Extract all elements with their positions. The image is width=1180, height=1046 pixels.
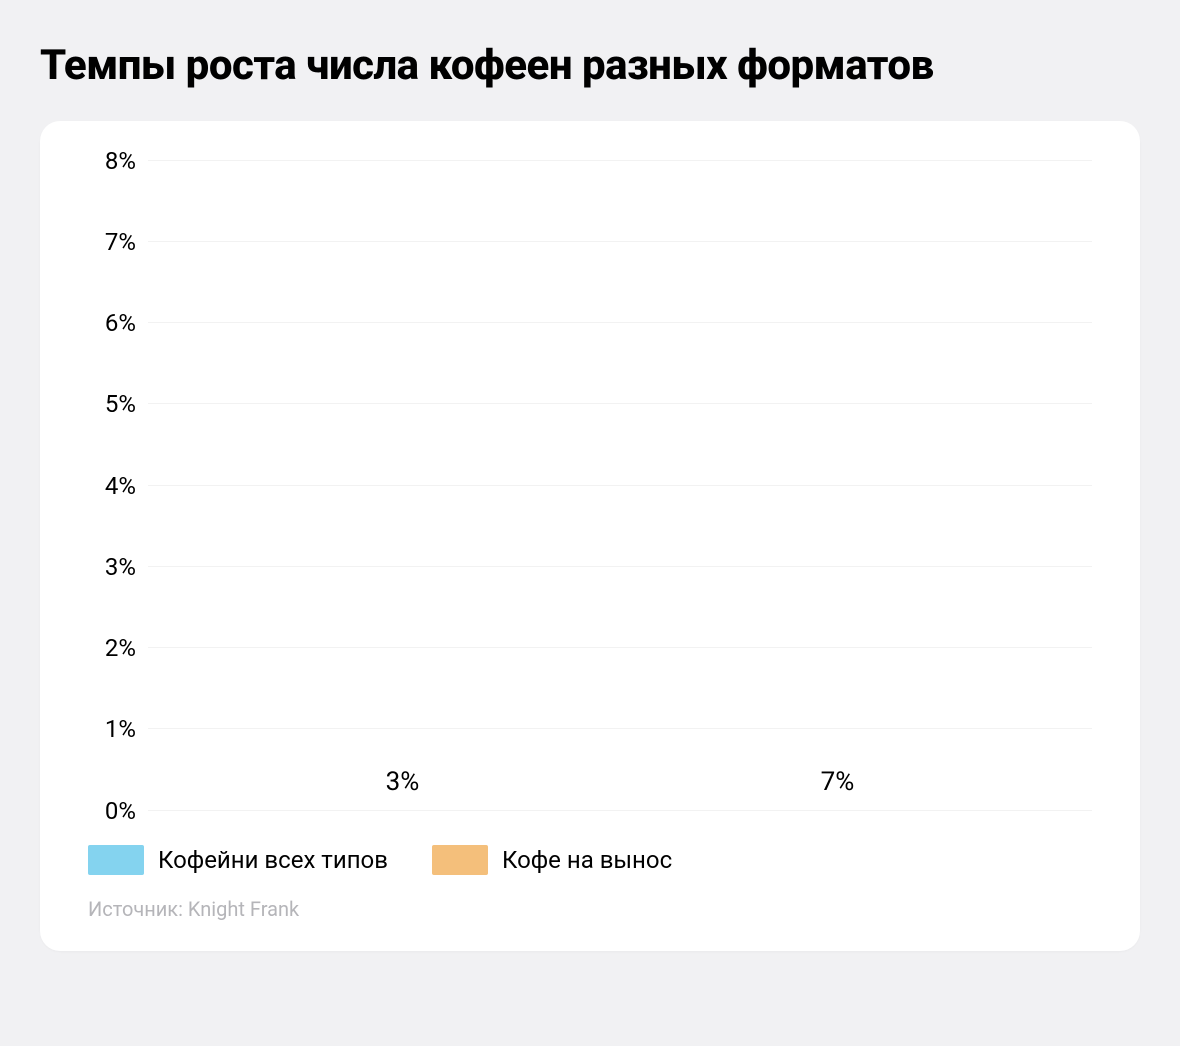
bar-value-label: 3% (208, 767, 597, 797)
legend-item: Кофейни всех типов (88, 845, 388, 875)
y-tick: 5% (105, 390, 136, 418)
bar-group: 7% (643, 767, 1032, 811)
y-tick: 1% (105, 715, 136, 743)
legend-item: Кофе на вынос (432, 845, 672, 875)
y-tick: 0% (105, 797, 136, 825)
gridline (148, 322, 1092, 323)
y-axis: 0%1%2%3%4%5%6%7%8% (88, 161, 148, 811)
chart-grid: 3% 7% (148, 161, 1092, 811)
gridline (148, 160, 1092, 161)
source-label: Источник: Knight Frank (88, 897, 1092, 921)
legend: Кофейни всех типов Кофе на вынос (88, 845, 1092, 875)
bars-row: 3% 7% (148, 161, 1092, 811)
legend-swatch (88, 845, 144, 875)
gridline (148, 566, 1092, 567)
legend-swatch (432, 845, 488, 875)
gridline (148, 403, 1092, 404)
y-tick: 8% (105, 147, 136, 175)
legend-label: Кофейни всех типов (158, 846, 388, 874)
chart-card: 0% 1% 2% 3% 4% 5% 6% 7% 8% 3% 7% Кофейни всех тип… (40, 121, 1140, 951)
gridline (148, 728, 1092, 729)
chart-title: Темпы роста числа кофеен разных форматов (40, 40, 1140, 93)
y-tick: 6% (105, 309, 136, 337)
bar-group: 3% (208, 767, 597, 811)
gridline (148, 647, 1092, 648)
gridline (148, 485, 1092, 486)
y-tick: 2% (105, 634, 136, 662)
y-tick: 3% (105, 553, 136, 581)
y-tick: 4% (105, 472, 136, 500)
bar-value-label: 7% (643, 767, 1032, 797)
gridline (148, 241, 1092, 242)
gridline (148, 810, 1092, 811)
y-tick: 7% (105, 228, 136, 256)
plot-area: 0%1%2%3%4%5%6%7%8% 3%7% (88, 161, 1092, 811)
legend-label: Кофе на вынос (502, 846, 672, 874)
